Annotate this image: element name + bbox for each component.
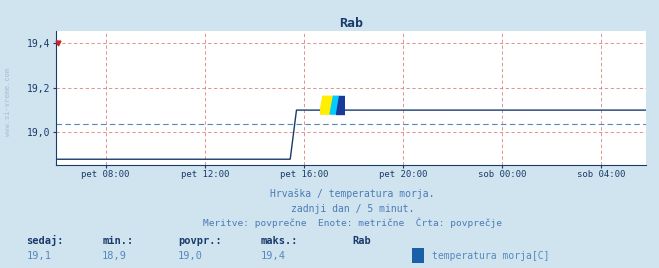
Text: Meritve: povprečne  Enote: metrične  Črta: povprečje: Meritve: povprečne Enote: metrične Črta:… <box>203 218 502 228</box>
Title: Rab: Rab <box>339 17 363 30</box>
Text: www.si-vreme.com: www.si-vreme.com <box>5 68 11 136</box>
Polygon shape <box>330 96 339 114</box>
Text: zadnji dan / 5 minut.: zadnji dan / 5 minut. <box>291 204 415 214</box>
Text: 19,4: 19,4 <box>260 251 285 260</box>
Text: Hrvaška / temperatura morja.: Hrvaška / temperatura morja. <box>270 188 435 199</box>
Text: min.:: min.: <box>102 236 133 246</box>
Text: 18,9: 18,9 <box>102 251 127 260</box>
Polygon shape <box>336 96 345 114</box>
Text: sedaj:: sedaj: <box>26 235 64 246</box>
Text: povpr.:: povpr.: <box>178 236 221 246</box>
Text: Rab: Rab <box>353 236 371 246</box>
Polygon shape <box>320 96 333 114</box>
Text: maks.:: maks.: <box>260 236 298 246</box>
Text: temperatura morja[C]: temperatura morja[C] <box>432 251 549 260</box>
Text: 19,1: 19,1 <box>26 251 51 260</box>
Text: 19,0: 19,0 <box>178 251 203 260</box>
